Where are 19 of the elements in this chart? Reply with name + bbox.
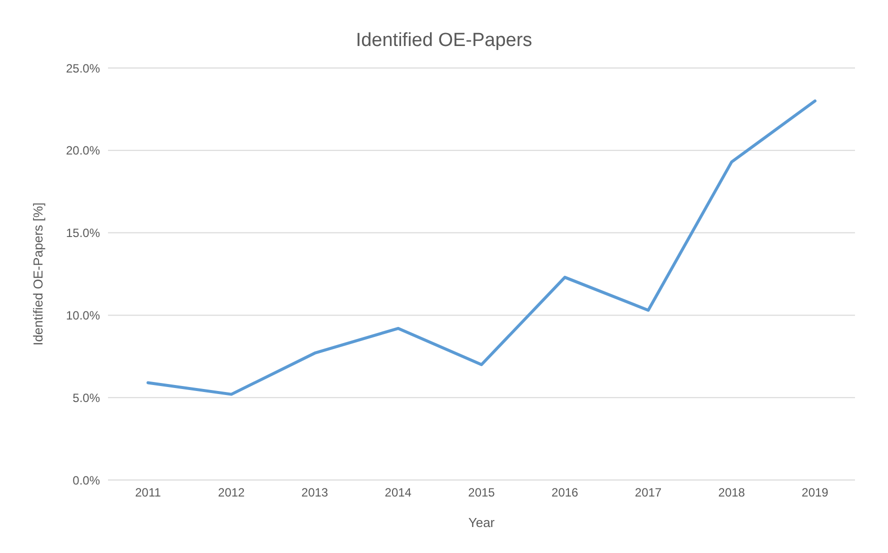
x-tick-label: 2017 bbox=[634, 486, 662, 500]
y-tick-label: 25.0% bbox=[66, 61, 100, 76]
x-tick-label: 2018 bbox=[718, 486, 746, 500]
y-axis-title: Identified OE-Papers [%] bbox=[30, 202, 46, 346]
y-tick-label: 0.0% bbox=[72, 473, 100, 488]
x-tick-label: 2015 bbox=[468, 486, 496, 500]
x-tick-label: 2012 bbox=[218, 486, 246, 500]
y-tick-label: 5.0% bbox=[72, 390, 100, 405]
x-axis-title: Year bbox=[468, 515, 496, 530]
y-tick-label: 20.0% bbox=[66, 144, 100, 158]
x-tick-label: 2011 bbox=[135, 486, 162, 500]
x-tick-label: 2014 bbox=[384, 486, 412, 500]
x-tick-label: 2019 bbox=[802, 486, 829, 500]
y-tick-label: 10.0% bbox=[66, 308, 100, 322]
line-series bbox=[146, 99, 816, 396]
x-tick-label: 2013 bbox=[301, 486, 328, 500]
y-tick-label: 15.0% bbox=[66, 226, 100, 240]
x-tick-label: 2016 bbox=[552, 486, 579, 500]
chart-title: Identified OE-Papers bbox=[354, 29, 534, 53]
